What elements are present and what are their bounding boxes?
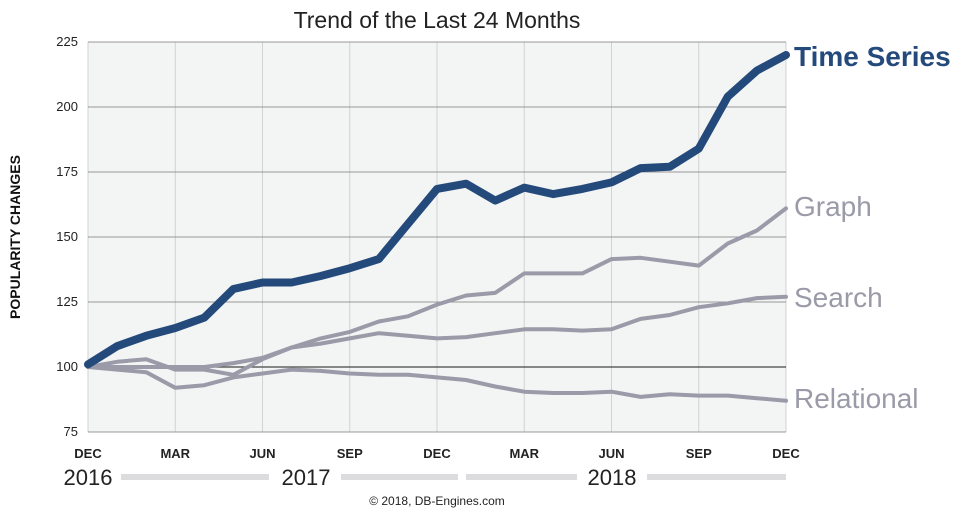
y-tick-label: 200: [56, 99, 78, 114]
x-tick-label: SEP: [337, 446, 363, 461]
y-tick-labels: 75 100 125 150 175 200 225: [56, 34, 78, 439]
series-lines: [84, 51, 790, 403]
y-tick-label: 225: [56, 34, 78, 49]
chart-title: Trend of the Last 24 Months: [294, 7, 581, 33]
y-tick-label: 75: [64, 424, 78, 439]
series-label-graph: Graph: [794, 191, 872, 222]
x-tick-label: DEC: [772, 446, 800, 461]
y-tick-label: 175: [56, 164, 78, 179]
series-line-graph: [86, 206, 788, 377]
x-tick-labels: DEC MAR JUN SEP DEC MAR JUN SEP DEC: [74, 446, 800, 461]
series-label-relational: Relational: [794, 383, 919, 414]
series-label-time-series: Time Series: [794, 41, 951, 72]
year-bar: [121, 474, 269, 480]
y-tick-label: 150: [56, 229, 78, 244]
year-bars: [121, 474, 786, 480]
x-tick-label: DEC: [423, 446, 451, 461]
year-label: 2017: [282, 465, 331, 490]
y-axis-label: POPULARITY CHANGES: [7, 155, 23, 319]
x-tick-label: JUN: [598, 446, 624, 461]
x-tick-label: MAR: [160, 446, 190, 461]
year-label: 2016: [64, 465, 113, 490]
year-labels: 2016 2017 2018: [64, 465, 637, 490]
x-tick-label: DEC: [74, 446, 102, 461]
year-bar: [466, 474, 577, 480]
series-line-search: [86, 294, 788, 369]
series-label-search: Search: [794, 282, 883, 313]
year-bar: [647, 474, 786, 480]
year-label: 2018: [588, 465, 637, 490]
series-line-relational: [86, 365, 788, 403]
y-tick-label: 100: [56, 359, 78, 374]
series-line-time-series: [84, 51, 790, 369]
year-bar: [341, 474, 458, 480]
y-tick-label: 125: [56, 294, 78, 309]
x-tick-label: MAR: [509, 446, 539, 461]
series-labels: Time Series Graph Search Relational: [794, 41, 951, 414]
x-tick-label: SEP: [686, 446, 712, 461]
copyright-credit: © 2018, DB-Engines.com: [369, 494, 505, 508]
x-tick-label: JUN: [249, 446, 275, 461]
